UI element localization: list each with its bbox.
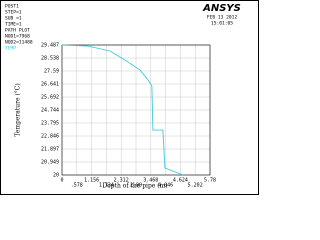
x-tick-label: 1.734 [99,183,114,189]
y-tick-label: 25.692 [41,95,59,101]
x-tick-label: 0 [60,178,63,184]
y-tick-label: 24.744 [41,107,59,113]
y-tick-label: 23.795 [41,120,59,126]
x-tick-label: 5.202 [188,183,203,189]
date: FEB 13 2012 [207,15,238,21]
x-tick-label: 2.312 [114,178,129,184]
frame [0,0,259,195]
y-axis-title: Temperature (°C) [15,83,22,137]
x-tick-label: 1.156 [84,178,99,184]
info-line: NOD2=11488 [5,40,33,46]
y-tick-label: 26.641 [41,81,59,87]
legend-entry: TEMP [5,46,16,52]
y-tick-label: 28.538 [41,56,59,62]
data-line [61,44,184,176]
y-tick-label: 27.59 [44,68,59,74]
info-line: SUB =1 [5,16,22,22]
time: 15:01:05 [211,21,233,27]
x-tick-label: 4.624 [173,178,188,184]
x-axis-title: Depth of the pipe (m) [102,183,167,190]
info-line: NOD1=7968 [5,34,30,40]
y-tick-label: 22.846 [41,134,59,140]
info-line: PATH PLOT [5,28,30,34]
y-tick-label: 20 [53,173,59,179]
plot-border [61,44,211,176]
y-tick-label: 29.487 [41,43,59,49]
x-tick-label: 4.046 [158,183,173,189]
x-tick-label: 5.78 [204,178,216,184]
x-tick-label: 2.89 [130,183,142,189]
y-tick-label: 20.949 [41,159,59,165]
x-tick-label: 3.468 [143,178,158,184]
y-tick-label: 21.897 [41,147,59,153]
info-line: STEP=1 [5,10,22,16]
info-line: POST1 [5,4,19,10]
brand: ANSYS [202,3,241,14]
info-line: TIME=1 [5,22,22,28]
screenshot: ANSYS FEB 13 2012 15:01:05 Depth of the … [0,0,259,195]
x-tick-label: .578 [71,183,83,189]
